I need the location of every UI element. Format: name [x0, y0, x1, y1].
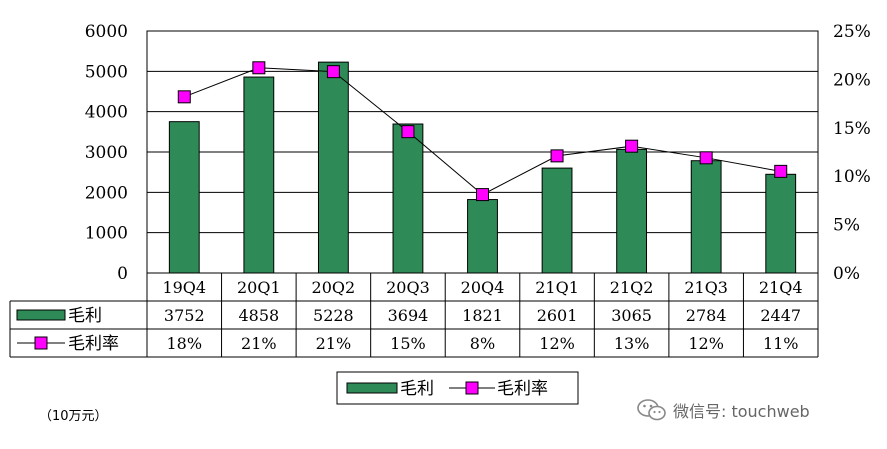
watermark-text: 微信号: touchweb [673, 402, 810, 421]
left-tick-label: 4000 [85, 103, 128, 123]
line-series [177, 61, 788, 202]
bar [541, 167, 573, 274]
category-label: 20Q2 [312, 278, 356, 297]
legend-label: 毛利率 [497, 379, 548, 399]
bar [317, 61, 349, 274]
left-tick-label: 1000 [85, 224, 128, 244]
right-tick-label: 20% [833, 70, 871, 90]
table-cell: 3065 [611, 306, 652, 325]
table-cell: 4858 [238, 306, 279, 325]
bar [392, 123, 424, 274]
bar-series [168, 61, 797, 274]
point-marker [699, 151, 713, 165]
table-cell: 13% [614, 334, 650, 353]
table-cell: 3752 [164, 306, 205, 325]
legend-key-bar [346, 382, 398, 394]
data-table: 19Q4 20Q1 20Q2 20Q3 20Q4 21Q1 21Q2 21Q3 21Q4 毛利 37… [9, 273, 819, 358]
table-cell: 2601 [537, 306, 578, 325]
table-cell: 8% [470, 334, 495, 353]
row-key-bar [16, 309, 66, 321]
point-marker [326, 65, 340, 79]
category-label: 20Q3 [386, 278, 430, 297]
left-tick-label: 0 [117, 264, 128, 284]
bar [168, 121, 200, 274]
plot-border [146, 30, 819, 274]
table-cell: 2784 [686, 306, 727, 325]
row-label: 毛利率 [68, 334, 119, 354]
category-label: 21Q2 [610, 278, 654, 297]
right-tick-label: 5% [833, 216, 860, 236]
watermark: 微信号: touchweb [637, 398, 810, 422]
table-cell: 12% [539, 334, 575, 353]
table-cell: 21% [241, 334, 277, 353]
row-label: 毛利 [68, 306, 102, 326]
right-tick-label: 0% [833, 264, 860, 284]
bar [467, 199, 498, 274]
bar [616, 148, 648, 274]
plot-frame [146, 30, 819, 274]
legend-label: 毛利 [400, 379, 434, 399]
left-tick-label: 5000 [85, 62, 128, 82]
right-tick-label: 25% [833, 22, 871, 42]
point-marker [252, 61, 266, 75]
point-marker [774, 164, 788, 178]
category-label: 20Q1 [237, 278, 281, 297]
bar [243, 76, 275, 274]
left-axis: 0 1000 2000 3000 4000 5000 6000 [85, 22, 128, 284]
table-cell: 5228 [313, 306, 354, 325]
unit-note: （10万元） [39, 409, 108, 424]
table-cell: 21% [316, 334, 352, 353]
left-tick-label: 6000 [85, 22, 128, 42]
category-label: 21Q3 [684, 278, 728, 297]
table-cell: 12% [688, 334, 724, 353]
left-tick-label: 3000 [85, 143, 128, 163]
right-tick-label: 15% [833, 119, 871, 139]
bar [765, 173, 797, 274]
right-axis: 0% 5% 10% 15% 20% 25% [833, 22, 871, 284]
point-marker [625, 139, 639, 153]
category-label: 21Q1 [535, 278, 579, 297]
category-label: 20Q4 [461, 278, 505, 297]
table-cell: 15% [390, 334, 426, 353]
point-marker [476, 188, 489, 202]
point-marker [550, 149, 564, 163]
legend: 毛利 毛利率 [336, 371, 579, 405]
table-cell: 1821 [462, 306, 503, 325]
table-cell: 3694 [388, 306, 429, 325]
category-label: 21Q4 [759, 278, 803, 297]
point-marker [177, 90, 191, 104]
category-label: 19Q4 [162, 278, 206, 297]
right-tick-label: 10% [833, 167, 871, 187]
legend-key-marker [465, 381, 479, 395]
table-cell: 18% [166, 334, 202, 353]
table-cell: 2447 [760, 306, 801, 325]
wechat-icon [637, 399, 666, 421]
bar [690, 160, 722, 274]
row-key-marker [34, 336, 48, 350]
left-tick-label: 2000 [85, 183, 128, 203]
point-marker [401, 125, 415, 139]
table-cell: 11% [763, 334, 799, 353]
